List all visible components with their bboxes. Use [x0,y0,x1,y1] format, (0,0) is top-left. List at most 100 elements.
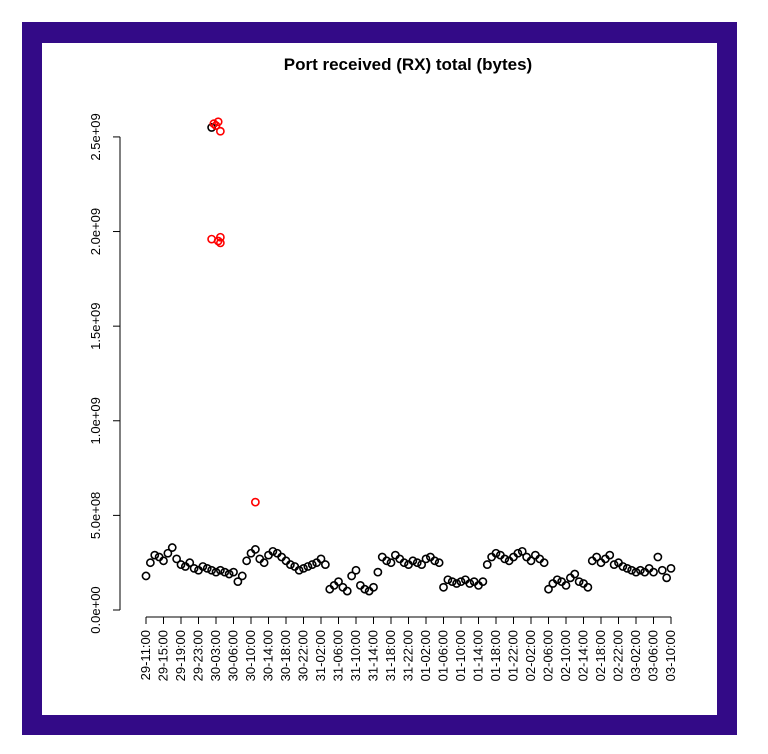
x-tick-label: 30-03:00 [208,630,223,681]
plot-panel [42,43,717,715]
point [215,238,225,248]
point [456,577,466,587]
point [141,571,151,581]
point [259,558,269,568]
point [452,579,462,588]
point [552,575,562,585]
point [583,582,593,592]
point [653,552,663,562]
point [517,546,527,556]
point [386,558,396,568]
x-tick-label: 31-14:00 [366,630,381,681]
point [417,560,427,569]
point [159,556,168,566]
point [215,232,225,242]
x-tick-label: 03-02:00 [628,630,643,681]
x-tick-label: 03-06:00 [646,630,661,681]
x-tick-label: 02-22:00 [611,630,626,681]
point [299,563,308,573]
point [242,556,252,566]
x-tick-label: 29-23:00 [191,630,206,681]
point [605,550,615,560]
point [351,565,361,575]
point [631,567,641,577]
point [635,565,645,575]
x-tick-label: 31-22:00 [401,630,416,681]
x-tick-label: 03-10:00 [663,630,678,681]
point [360,584,370,594]
point [268,546,278,556]
x-tick-label: 31-02:00 [313,630,328,681]
point [233,577,243,587]
point [592,552,602,562]
point [250,545,260,554]
point [334,577,343,587]
point [369,582,378,592]
x-tick-label: 31-18:00 [383,630,398,681]
point [209,119,219,129]
point [172,554,182,564]
y-tick-label: 1.5e+09 [88,302,103,349]
x-tick-label: 30-06:00 [226,630,241,681]
point [316,554,326,564]
point [220,567,230,577]
x-tick-label: 01-22:00 [506,630,521,681]
point [408,556,418,566]
point [622,563,632,573]
x-tick-label: 29-15:00 [156,630,171,681]
point [421,554,431,564]
point [447,577,457,587]
x-tick-label: 30-18:00 [278,630,293,681]
point [399,558,409,568]
point [443,575,453,585]
x-tick-label: 30-10:00 [243,630,258,681]
point [434,558,444,568]
point [250,497,260,507]
point [189,563,199,573]
x-tick-label: 30-14:00 [261,630,276,681]
point [303,562,313,571]
point [539,558,549,568]
point [482,560,492,569]
point [237,571,247,581]
point [215,565,225,575]
point [215,126,225,136]
point [229,567,238,577]
point [513,548,523,558]
x-tick-label: 02-10:00 [558,630,573,681]
point [342,586,352,596]
point [666,563,676,573]
point [285,560,295,569]
point [609,560,619,569]
point [544,584,553,594]
point [224,569,234,579]
point [382,556,392,566]
x-tick-label: 29-19:00 [173,630,188,681]
point [198,562,208,571]
point [202,563,212,573]
x-tick-label: 01-14:00 [471,630,486,681]
point [145,558,155,568]
point [618,562,628,571]
point [211,567,221,577]
x-tick-label: 01-06:00 [436,630,451,681]
point [491,548,501,558]
x-tick-label: 01-02:00 [418,630,433,681]
point [561,581,571,590]
point [320,560,330,569]
y-tick-label: 2.0e+09 [88,208,103,255]
point [347,571,357,581]
point [207,565,217,575]
chart-title: Port received (RX) total (bytes) [284,55,532,74]
point [500,554,510,564]
point [574,577,584,587]
x-tick-label: 02-14:00 [576,630,591,681]
point [176,560,186,569]
point [657,565,667,575]
x-tick-label: 31-06:00 [331,630,346,681]
point [163,548,173,558]
x-tick-label: 02-02:00 [523,630,538,681]
point [294,565,304,575]
point [526,556,536,566]
x-tick-label: 01-10:00 [453,630,468,681]
